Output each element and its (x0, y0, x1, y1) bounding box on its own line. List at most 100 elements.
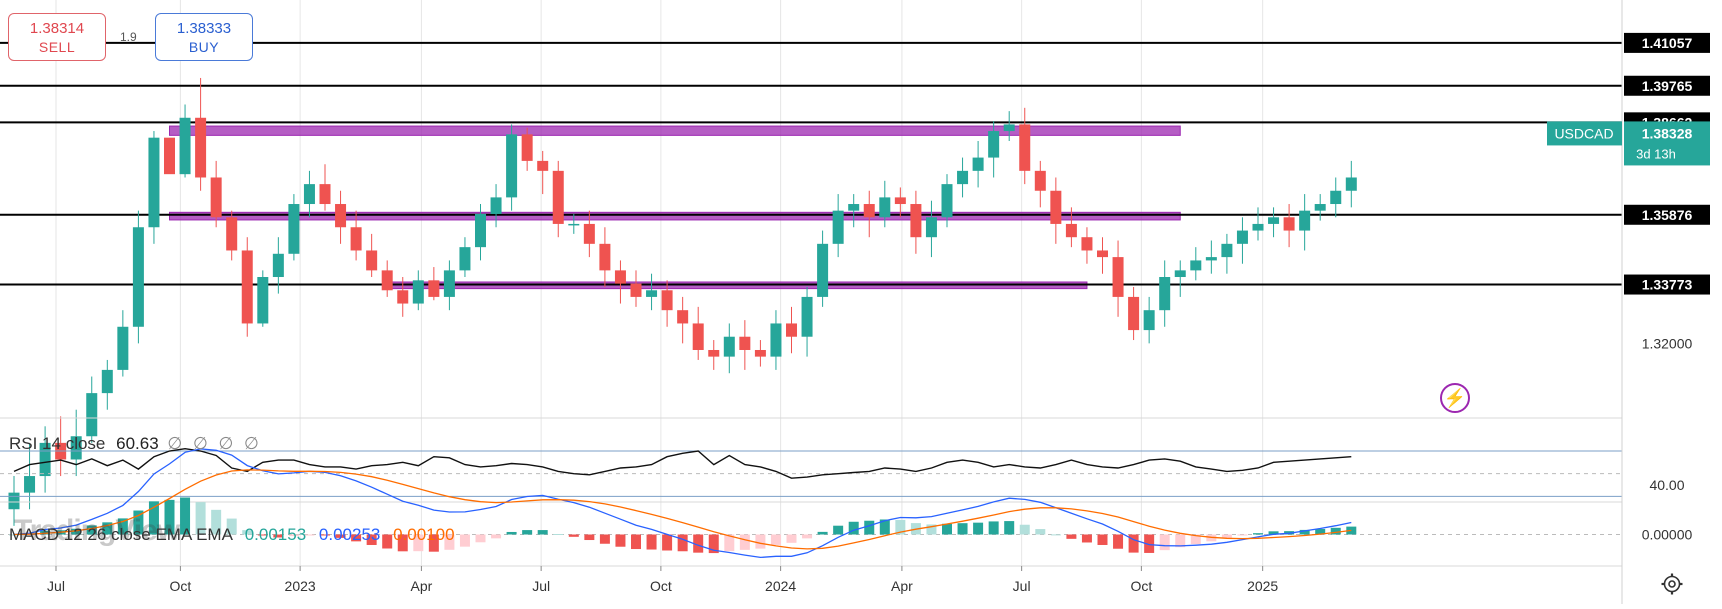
candle[interactable] (537, 150, 549, 195)
candle[interactable] (941, 174, 953, 228)
candle[interactable] (428, 267, 440, 301)
candle[interactable] (910, 190, 922, 254)
macd-pane[interactable] (0, 448, 1622, 559)
candle[interactable] (925, 200, 937, 258)
candle[interactable] (1174, 260, 1186, 297)
candle[interactable] (210, 160, 222, 228)
candle[interactable] (583, 210, 595, 258)
candle[interactable] (646, 273, 658, 311)
candle[interactable] (101, 359, 113, 410)
candle[interactable] (863, 190, 875, 238)
candle[interactable] (350, 210, 362, 261)
candle[interactable] (397, 277, 409, 317)
candle[interactable] (661, 280, 673, 327)
candle[interactable] (117, 310, 129, 377)
candle[interactable] (692, 306, 704, 360)
candle[interactable] (226, 210, 238, 261)
candle[interactable] (86, 376, 98, 443)
candle[interactable] (132, 210, 144, 344)
candle[interactable] (1003, 111, 1015, 141)
candle[interactable] (957, 157, 969, 198)
candle[interactable] (241, 237, 253, 337)
candle[interactable] (1314, 194, 1326, 221)
candle[interactable] (1128, 286, 1140, 341)
candle[interactable] (195, 77, 207, 191)
candle[interactable] (1050, 177, 1062, 244)
candle[interactable] (257, 270, 269, 327)
candle[interactable] (739, 320, 751, 370)
candle[interactable] (832, 194, 844, 258)
candle[interactable] (381, 260, 393, 297)
macd-legend[interactable]: MACD 12 26 close EMA EMA 0.00153 0.00253… (9, 525, 455, 545)
candle[interactable] (770, 310, 782, 370)
candle[interactable] (568, 213, 580, 234)
settings-gear-icon[interactable] (1660, 572, 1684, 596)
candle[interactable] (879, 180, 891, 228)
candle[interactable] (1190, 247, 1202, 281)
candle[interactable] (723, 323, 735, 374)
candle[interactable] (1205, 240, 1217, 274)
candle[interactable] (319, 164, 331, 211)
candle[interactable] (1143, 296, 1155, 344)
candle[interactable] (848, 194, 860, 228)
candle[interactable] (1236, 217, 1248, 264)
macd-line[interactable] (13, 448, 1352, 559)
candle[interactable] (630, 270, 642, 307)
candle[interactable] (1019, 107, 1031, 185)
candle[interactable] (39, 426, 51, 493)
price-axis[interactable]: 1.410571.397651.386621.358761.337731.320… (1547, 0, 1722, 604)
candle[interactable] (1283, 204, 1295, 248)
candle[interactable] (786, 306, 797, 354)
candle[interactable] (521, 127, 533, 171)
candle[interactable] (1065, 207, 1077, 248)
candle[interactable] (614, 260, 626, 304)
candle[interactable] (164, 137, 175, 175)
candle[interactable] (303, 170, 315, 218)
candle[interactable] (817, 230, 829, 307)
candle[interactable] (988, 121, 1000, 178)
candle[interactable] (1221, 233, 1233, 274)
candle[interactable] (599, 227, 611, 287)
candle[interactable] (1252, 207, 1264, 241)
candle[interactable] (412, 270, 424, 311)
candle[interactable] (1034, 160, 1046, 208)
support-resistance-zone[interactable] (169, 125, 1181, 136)
candle[interactable] (552, 160, 564, 238)
sell-button[interactable]: 1.38314 SELL (8, 13, 106, 61)
candle[interactable] (179, 104, 191, 178)
macd-signal-line[interactable] (13, 469, 1352, 550)
candle[interactable] (459, 237, 471, 278)
rsi-line[interactable] (13, 447, 1352, 479)
candle[interactable] (1159, 260, 1171, 327)
candles[interactable] (8, 77, 1357, 526)
candle[interactable] (1330, 177, 1342, 218)
candle[interactable] (894, 187, 906, 218)
candle[interactable] (475, 204, 486, 261)
candle[interactable] (677, 296, 689, 344)
candle[interactable] (8, 476, 20, 526)
candle[interactable] (335, 190, 347, 244)
rsi-pane[interactable] (0, 447, 1622, 497)
candle[interactable] (1112, 240, 1124, 317)
candle[interactable] (708, 340, 720, 370)
candle[interactable] (1299, 194, 1311, 251)
candle[interactable] (490, 184, 502, 228)
candle[interactable] (972, 140, 984, 188)
candle[interactable] (1268, 207, 1280, 238)
candle[interactable] (443, 260, 455, 311)
candle[interactable] (506, 124, 518, 211)
support-resistance-zone[interactable] (169, 211, 1181, 221)
candle[interactable] (272, 237, 284, 294)
candle[interactable] (1097, 237, 1108, 274)
lightning-alert-icon[interactable]: ⚡ (1440, 383, 1470, 413)
candle[interactable] (1081, 227, 1093, 264)
time-axis[interactable]: Jul Oct 2023 Apr Jul Oct 2024 Apr Jul Oct 2025 (47, 566, 1278, 594)
candle[interactable] (288, 194, 300, 261)
candle[interactable] (1345, 160, 1357, 208)
buy-button[interactable]: 1.38333 BUY (155, 13, 253, 61)
candle[interactable] (366, 233, 378, 278)
candle[interactable] (148, 131, 160, 244)
rsi-legend[interactable]: RSI 14 close 60.63 ∅ ∅ ∅ ∅ (9, 434, 262, 454)
